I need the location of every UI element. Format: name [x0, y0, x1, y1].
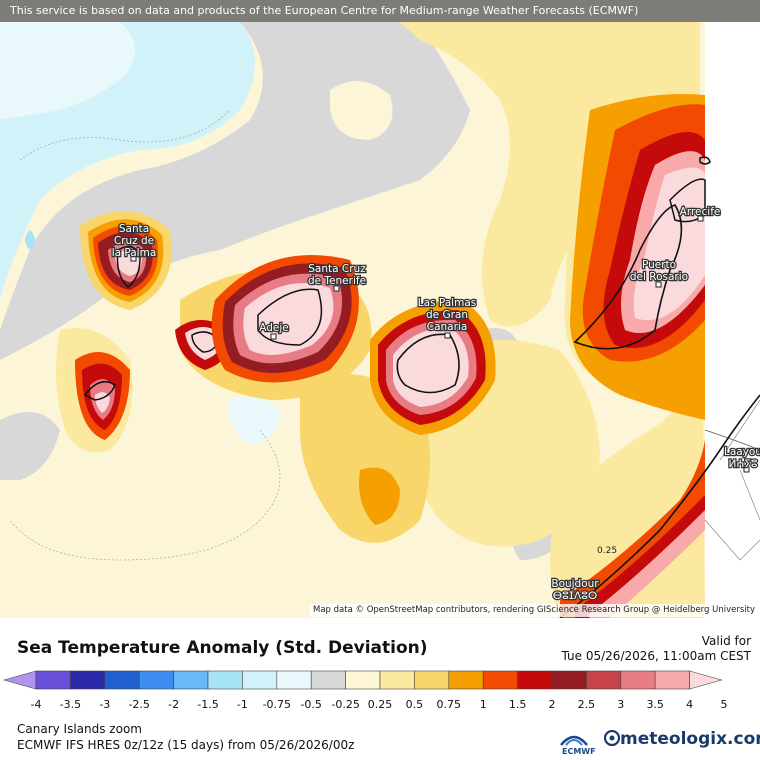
colorbar-tick-label: 0.5	[406, 698, 424, 710]
colorbar-tick-label: -3	[99, 698, 110, 710]
colorbar-swatch	[586, 670, 622, 690]
colorbar-tick-label: -0.75	[263, 698, 291, 710]
colorbar-arrow-left	[2, 670, 37, 690]
ecmwf-logo-icon[interactable]	[557, 727, 591, 757]
colorbar-swatch	[70, 670, 106, 690]
colorbar-swatch	[517, 670, 553, 690]
colorbar-swatch	[104, 670, 140, 690]
colorbar-swatch	[138, 670, 174, 690]
city-label-santa-cruz-la-palma-1: Santa	[119, 223, 149, 235]
colorbar-swatch	[379, 670, 415, 690]
meteologix-brand[interactable]: meteologix.com	[603, 729, 760, 749]
colorbar: -4 -3.5 -3 -2.5 -2 -1.5 -1 -0.75 -0.5 -0.25 0.25 0.…	[2, 670, 728, 710]
colorbar-swatch	[276, 670, 312, 690]
colorbar-tick-label: -0.25	[331, 698, 359, 710]
colorbar-swatch	[482, 670, 518, 690]
colorbar-swatch	[242, 670, 278, 690]
colorbar-swatch	[620, 670, 656, 690]
city-label-las-palmas-2: de Gran	[426, 309, 468, 321]
colorbar-swatch	[448, 670, 484, 690]
ecmwf-logo-text: ECMWF	[562, 747, 596, 756]
city-label-puerto-del-rosario-1: Puerto	[642, 259, 676, 271]
region-label: Canary Islands zoom	[17, 722, 142, 736]
model-run-label: ECMWF IFS HRES 0z/12z (15 days) from 05/…	[17, 738, 355, 752]
city-label-laayoune-1: Laayou	[724, 446, 760, 458]
city-label-adeje: Adeje	[259, 322, 289, 334]
colorbar-tick-label: -0.5	[300, 698, 321, 710]
colorbar-tick-label: 1.5	[509, 698, 527, 710]
colorbar-swatch	[414, 670, 450, 690]
colorbar-tick-label: 0.75	[437, 698, 462, 710]
colorbar-tick-label: 5	[721, 698, 728, 710]
city-label-puerto-del-rosario-2: del Rosario	[630, 271, 688, 283]
colorbar-swatch	[310, 670, 346, 690]
legend-title: Sea Temperature Anomaly (Std. Deviation)	[17, 638, 428, 658]
colorbar-tick-label: 2	[549, 698, 556, 710]
city-label-boujdour-1: Boujdour	[551, 578, 599, 590]
colorbar-tick-label: 2.5	[578, 698, 596, 710]
colorbar-ticks: -4 -3.5 -3 -2.5 -2 -1.5 -1 -0.75 -0.5 -0.25 0.25 0.…	[31, 698, 728, 710]
valid-time: Tue 05/26/2026, 11:00am CEST	[561, 649, 751, 663]
city-label-arrecife: Arrecife	[680, 206, 721, 218]
valid-label: Valid for	[701, 634, 751, 648]
meteologix-text: meteologix.com	[620, 729, 760, 749]
ecmwf-banner: This service is based on data and produc…	[0, 0, 760, 22]
anomaly-map: Santa Cruz de la Palma Santa Cruz de Ten…	[0, 0, 760, 618]
colorbar-tick-label: 3.5	[646, 698, 664, 710]
colorbar-swatches	[2, 670, 723, 690]
meteologix-icon	[603, 729, 621, 747]
city-label-santa-cruz-tenerife-1: Santa Cruz	[308, 263, 366, 275]
colorbar-tick-label: 0.25	[368, 698, 393, 710]
colorbar-swatch	[345, 670, 381, 690]
colorbar-tick-label: -3.5	[60, 698, 81, 710]
colorbar-arrow-right	[689, 670, 723, 690]
city-label-las-palmas-1: Las Palmas	[418, 297, 476, 309]
map-attribution[interactable]: Map data © OpenStreetMap contributors, r…	[310, 604, 758, 617]
colorbar-tick-label: -4	[31, 698, 42, 710]
city-label-laayoune-2: ⵍⵄⵢⵓ	[728, 458, 757, 470]
colorbar-tick-label: -2	[168, 698, 179, 710]
colorbar-swatch	[207, 670, 243, 690]
city-label-boujdour-2: ⴱⵓⵊⴷⵓⵔ	[553, 590, 597, 602]
city-label-santa-cruz-tenerife-2: de Tenerife	[308, 275, 366, 287]
colorbar-swatch	[551, 670, 587, 690]
colorbar-tick-label: 1	[480, 698, 487, 710]
contour-label: 0.25	[597, 546, 617, 556]
colorbar-tick-label: -1	[237, 698, 248, 710]
colorbar-tick-label: 4	[686, 698, 693, 710]
colorbar-tick-label: -1.5	[197, 698, 218, 710]
colorbar-swatch	[654, 670, 690, 690]
colorbar-swatch	[173, 670, 209, 690]
colorbar-tick-label: -2.5	[128, 698, 149, 710]
city-label-santa-cruz-la-palma-3: la Palma	[112, 247, 157, 259]
city-label-las-palmas-3: Canaria	[427, 321, 468, 333]
colorbar-swatch	[35, 670, 71, 690]
colorbar-tick-label: 3	[617, 698, 624, 710]
map-area[interactable]: Santa Cruz de la Palma Santa Cruz de Ten…	[0, 0, 760, 618]
city-label-santa-cruz-la-palma-2: Cruz de	[114, 235, 154, 247]
